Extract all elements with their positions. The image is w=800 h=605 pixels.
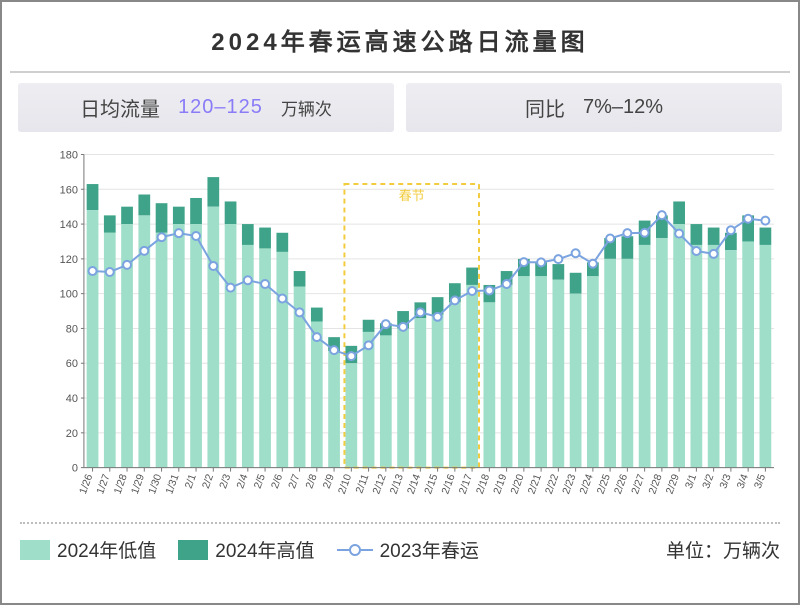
svg-text:2/15: 2/15	[423, 473, 440, 496]
svg-text:2/14: 2/14	[406, 473, 423, 496]
legend-row: 2024年低值 2024年高值 2023年春运 单位：万辆次	[20, 522, 780, 563]
svg-text:3/1: 3/1	[684, 473, 699, 491]
svg-text:2/7: 2/7	[287, 473, 302, 491]
svg-text:2/5: 2/5	[253, 473, 268, 491]
legend-label: 2024年低值	[57, 536, 156, 563]
svg-text:2/9: 2/9	[322, 473, 337, 491]
svg-text:160: 160	[60, 184, 78, 196]
svg-text:2/29: 2/29	[665, 473, 682, 496]
svg-text:1/27: 1/27	[95, 473, 112, 496]
svg-text:0: 0	[72, 463, 78, 475]
stat-row: 日均流量 120–125 万辆次 同比 7%–12%	[10, 73, 790, 146]
svg-text:2/26: 2/26	[613, 473, 630, 496]
legend-line-icon	[337, 544, 373, 556]
svg-text:40: 40	[66, 393, 78, 405]
svg-text:2/22: 2/22	[544, 473, 561, 496]
svg-text:2/8: 2/8	[304, 473, 319, 491]
chart-area: 020406080100120140160180春节1/261/271/281/…	[10, 146, 790, 516]
svg-text:2/12: 2/12	[371, 473, 388, 496]
svg-text:1/28: 1/28	[113, 473, 130, 496]
stat-label: 同比	[525, 93, 565, 122]
legend-line: 2023年春运	[337, 536, 479, 563]
svg-text:2/27: 2/27	[630, 473, 647, 496]
svg-text:春节: 春节	[399, 188, 425, 203]
stat-avg-flow: 日均流量 120–125 万辆次	[18, 83, 394, 132]
svg-text:2/11: 2/11	[354, 473, 371, 495]
legend-unit: 单位：万辆次	[666, 536, 780, 563]
svg-text:2/28: 2/28	[647, 473, 664, 496]
svg-text:2/3: 2/3	[218, 473, 233, 491]
svg-text:80: 80	[66, 323, 78, 335]
chart-container: 2024年春运高速公路日流量图 日均流量 120–125 万辆次 同比 7%–1…	[0, 0, 800, 605]
legend-label: 2023年春运	[380, 536, 479, 563]
stat-label: 日均流量	[80, 93, 160, 122]
svg-text:2/10: 2/10	[337, 473, 354, 496]
stat-value: 120–125	[178, 96, 263, 119]
legend-swatch-high	[178, 540, 208, 560]
chart-title: 2024年春运高速公路日流量图	[10, 10, 790, 73]
svg-text:2/6: 2/6	[270, 473, 285, 491]
svg-text:2/1: 2/1	[184, 473, 199, 491]
svg-text:3/2: 3/2	[701, 473, 716, 491]
svg-text:2/17: 2/17	[458, 473, 475, 496]
svg-text:2/21: 2/21	[527, 473, 544, 496]
svg-text:180: 180	[60, 149, 78, 161]
chart-svg: 020406080100120140160180春节1/261/271/281/…	[52, 146, 780, 516]
svg-text:120: 120	[60, 254, 78, 266]
stat-yoy: 同比 7%–12%	[406, 83, 782, 132]
svg-text:2/16: 2/16	[440, 473, 457, 496]
svg-text:1/31: 1/31	[164, 473, 181, 496]
svg-text:2/25: 2/25	[596, 473, 613, 496]
svg-text:3/5: 3/5	[753, 473, 768, 491]
stat-unit: 万辆次	[281, 95, 332, 120]
legend-label: 2024年高值	[215, 536, 314, 563]
legend-swatch-low	[20, 540, 50, 560]
svg-text:2/2: 2/2	[201, 473, 216, 491]
svg-text:3/4: 3/4	[736, 473, 751, 491]
svg-text:2/4: 2/4	[235, 473, 250, 491]
svg-text:1/26: 1/26	[78, 473, 95, 496]
svg-text:140: 140	[60, 219, 78, 231]
svg-text:2/18: 2/18	[475, 473, 492, 496]
svg-text:2/19: 2/19	[492, 473, 509, 496]
svg-text:3/3: 3/3	[718, 473, 733, 491]
svg-text:60: 60	[66, 358, 78, 370]
svg-text:1/30: 1/30	[147, 473, 164, 496]
svg-text:2/20: 2/20	[509, 473, 526, 496]
stat-value: 7%–12%	[583, 96, 663, 119]
svg-text:2/13: 2/13	[389, 473, 406, 496]
svg-text:20: 20	[66, 428, 78, 440]
svg-text:100: 100	[60, 289, 78, 301]
svg-text:2/24: 2/24	[578, 473, 595, 496]
svg-text:1/29: 1/29	[130, 473, 147, 496]
legend-low: 2024年低值	[20, 536, 156, 563]
legend-high: 2024年高值	[178, 536, 314, 563]
svg-text:2/23: 2/23	[561, 473, 578, 496]
